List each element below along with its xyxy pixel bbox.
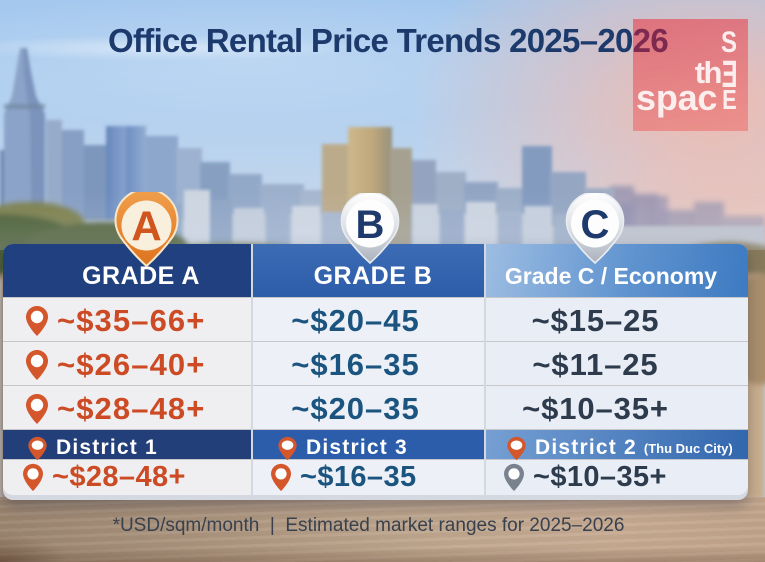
svg-text:C: C xyxy=(581,203,610,247)
svg-text:B: B xyxy=(356,203,385,247)
svg-text:A: A xyxy=(131,203,161,250)
